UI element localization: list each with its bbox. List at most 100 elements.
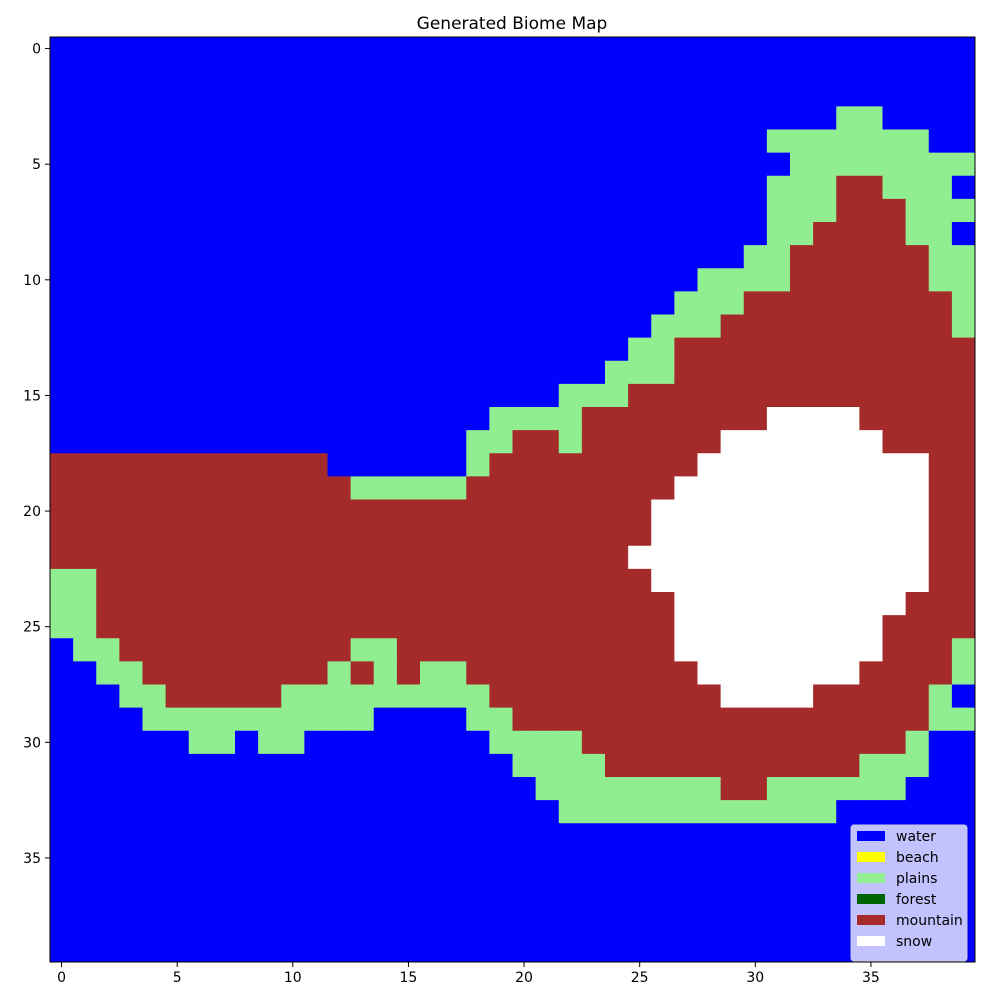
cell-water xyxy=(581,337,606,362)
cell-mountain xyxy=(443,522,467,547)
cell-water xyxy=(350,222,375,246)
cell-water xyxy=(258,106,282,130)
cell-plains xyxy=(535,753,560,778)
cell-water xyxy=(188,407,213,431)
cell-water xyxy=(420,291,444,315)
cell-plains xyxy=(628,337,652,362)
cell-water xyxy=(674,222,698,246)
cell-mountain xyxy=(651,383,675,408)
cell-mountain xyxy=(882,383,907,408)
cell-water xyxy=(512,846,537,870)
cell-water xyxy=(327,800,352,824)
cell-water xyxy=(813,106,837,130)
cell-water xyxy=(396,245,421,269)
cell-water xyxy=(743,129,768,154)
cell-water xyxy=(674,938,698,963)
cell-mountain xyxy=(605,638,629,662)
cell-water xyxy=(443,915,467,940)
cell-plains xyxy=(766,245,791,269)
x-tick-label: 10 xyxy=(284,970,302,986)
cell-plains xyxy=(281,707,305,732)
cell-mountain xyxy=(905,337,930,362)
y-tick-label: 0 xyxy=(32,42,41,58)
cell-water xyxy=(327,753,352,778)
cell-water xyxy=(50,360,74,385)
cell-water xyxy=(165,152,190,177)
cell-plains xyxy=(905,730,930,755)
cell-water xyxy=(165,337,190,362)
cell-water xyxy=(50,407,74,431)
cell-snow xyxy=(697,568,722,593)
cell-water xyxy=(859,60,883,84)
cell-mountain xyxy=(813,222,837,246)
cell-water xyxy=(188,360,213,385)
cell-water xyxy=(350,383,375,408)
cell-water xyxy=(720,83,745,107)
cell-water xyxy=(165,245,190,269)
cell-water xyxy=(119,245,143,269)
cell-plains xyxy=(558,753,583,778)
cell-water xyxy=(512,83,537,107)
cell-water xyxy=(674,846,698,870)
cell-water xyxy=(258,268,282,292)
cell-mountain xyxy=(304,568,328,593)
cell-mountain xyxy=(882,407,907,431)
cell-plains xyxy=(327,684,352,709)
cell-mountain xyxy=(73,476,97,500)
cell-snow xyxy=(766,522,791,547)
cell-water xyxy=(373,707,398,732)
cell-mountain xyxy=(258,615,282,639)
cell-mountain xyxy=(720,337,745,362)
cell-water xyxy=(420,198,444,223)
cell-water xyxy=(304,337,328,362)
cell-water xyxy=(581,869,606,894)
cell-water xyxy=(558,83,583,107)
cell-water xyxy=(466,892,490,917)
cell-water xyxy=(951,129,976,154)
cell-mountain xyxy=(882,638,907,662)
cell-plains xyxy=(327,661,352,685)
cell-water xyxy=(535,869,560,894)
cell-water xyxy=(605,291,629,315)
cell-mountain xyxy=(142,568,167,593)
cell-water xyxy=(304,129,328,154)
cell-water xyxy=(512,152,537,177)
cell-mountain xyxy=(420,499,444,524)
cell-snow xyxy=(790,430,814,454)
cell-water xyxy=(674,152,698,177)
x-tick-label: 25 xyxy=(631,970,649,986)
cell-water xyxy=(188,175,213,200)
cell-water xyxy=(304,245,328,269)
cell-plains xyxy=(766,800,791,824)
cell-snow xyxy=(905,545,930,570)
cell-water xyxy=(188,291,213,315)
legend-label-plains: plains xyxy=(896,871,937,887)
cell-mountain xyxy=(743,383,768,408)
cell-water xyxy=(235,106,259,130)
cell-water xyxy=(235,83,259,107)
cell-water xyxy=(119,707,143,732)
cell-water xyxy=(373,383,398,408)
cell-mountain xyxy=(697,730,722,755)
cell-water xyxy=(73,800,97,824)
cell-water xyxy=(628,60,652,84)
cell-snow xyxy=(743,430,768,454)
cell-mountain xyxy=(96,499,120,524)
cell-water xyxy=(258,869,282,894)
cell-water xyxy=(396,268,421,292)
cell-snow xyxy=(743,453,768,477)
cell-water xyxy=(766,37,791,61)
cell-snow xyxy=(697,476,722,500)
cell-water xyxy=(420,707,444,732)
cell-water xyxy=(605,37,629,61)
cell-snow xyxy=(720,684,745,709)
cell-water xyxy=(558,846,583,870)
cell-water xyxy=(327,730,352,755)
cell-mountain xyxy=(165,522,190,547)
cell-plains xyxy=(558,730,583,755)
cell-water xyxy=(628,915,652,940)
cell-mountain xyxy=(697,707,722,732)
cell-mountain xyxy=(581,522,606,547)
cell-mountain xyxy=(96,453,120,477)
cell-water xyxy=(281,37,305,61)
